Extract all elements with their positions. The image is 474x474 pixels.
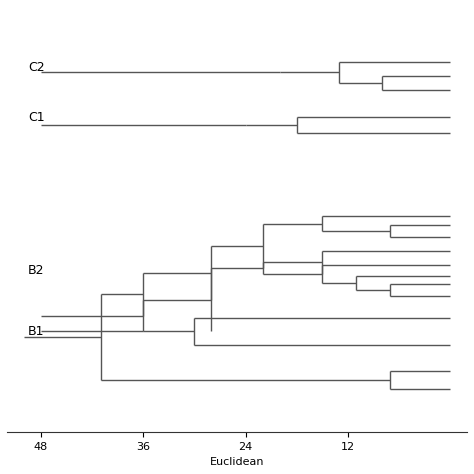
- Text: B1: B1: [28, 325, 45, 338]
- Text: B2: B2: [28, 264, 45, 277]
- X-axis label: Euclidean: Euclidean: [210, 457, 264, 467]
- Text: C2: C2: [28, 62, 45, 74]
- Text: C1: C1: [28, 110, 45, 124]
